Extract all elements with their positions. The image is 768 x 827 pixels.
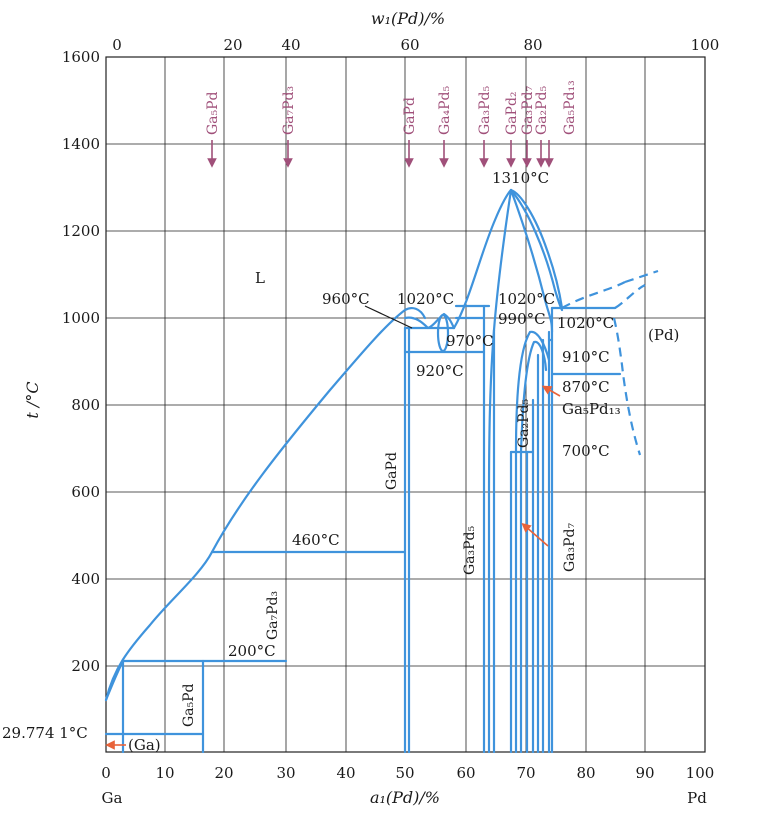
liquidus-ga-corner (104, 659, 125, 702)
label-liquid: L (255, 269, 265, 287)
label-990: 990°C (498, 310, 546, 328)
x-tick: 30 (276, 764, 295, 782)
y-tick: 1400 (62, 135, 100, 153)
label-200: 200°C (228, 642, 276, 660)
x-end-label-ga: Ga (102, 789, 123, 807)
label-ga3pd5-region: Ga₃Pd₅ (462, 525, 478, 575)
pd-solidus-dashed (614, 284, 646, 309)
marker-label-ga3pd5: Ga₃Pd₅ (477, 85, 493, 135)
x-tick: 10 (155, 764, 174, 782)
dome-left-boundary (487, 188, 513, 754)
pd-solvus-dashed (612, 317, 642, 456)
label-gapd-region: GaPd (384, 452, 400, 490)
inner-curve-2 (519, 340, 548, 454)
y-tick: 1200 (62, 222, 100, 240)
annotations: L 1310°C 960°C 1020°C 1020°C 990°C 1020°… (2, 169, 679, 754)
pd-liquidus-dashed (561, 281, 626, 309)
marker-label-ga5pd13: Ga₅Pd₁₃ (562, 80, 578, 135)
x-tick: 50 (395, 764, 414, 782)
label-pd-phase: (Pd) (648, 326, 679, 344)
arrow-ga3pd7 (521, 522, 549, 547)
label-1310: 1310°C (492, 169, 549, 187)
marker-label-ga5pd: Ga₅Pd (205, 91, 221, 135)
arrow-ga5pd13 (541, 385, 561, 397)
y-tick: 800 (71, 396, 100, 414)
bottom-axis: 0 10 20 30 40 50 60 70 80 90 100 Ga Pd a… (101, 764, 714, 807)
liquidus-left (104, 307, 427, 702)
label-700: 700°C (562, 442, 610, 460)
x-end-label-pd: Pd (687, 789, 707, 807)
marker-label-ga3pd7: Ga₃Pd₇ (520, 85, 536, 135)
y-tick: 1600 (62, 48, 100, 66)
dome-right-2 (509, 188, 564, 312)
x-tick: 80 (576, 764, 595, 782)
x-tick: 60 (456, 764, 475, 782)
label-960: 960°C (322, 290, 370, 308)
marker-label-ga7pd3: Ga₇Pd₃ (281, 86, 297, 135)
label-ga7pd3-region: Ga₇Pd₃ (265, 591, 281, 640)
x-tick: 90 (635, 764, 654, 782)
top-tick: 40 (281, 36, 300, 54)
marker-label-ga4pd5: Ga₄Pd₅ (437, 85, 453, 135)
label-ga3pd7-region: Ga₃Pd₇ (562, 522, 578, 572)
label-970: 970°C (446, 332, 494, 350)
leader-960 (364, 305, 413, 329)
liquidus-gapd (403, 312, 456, 330)
x-tick: 40 (336, 764, 355, 782)
y-tick: 600 (71, 483, 100, 501)
top-tick: 0 (112, 36, 122, 54)
top-tick: 100 (691, 36, 720, 54)
top-tick: 20 (223, 36, 242, 54)
x-tick: 70 (516, 764, 535, 782)
top-axis-label: w₁(Pd)/% (371, 9, 445, 28)
x-tick: 20 (214, 764, 233, 782)
top-tick: 60 (400, 36, 419, 54)
phase-lines (104, 188, 659, 754)
compound-markers: Ga₅Pd Ga₇Pd₃ GaPd Ga₄Pd₅ Ga₃Pd₅ GaPd₂ Ga… (205, 80, 578, 168)
label-ga5pd-region: Ga₅Pd (181, 683, 197, 727)
top-tick: 80 (523, 36, 542, 54)
y-tick: 400 (71, 570, 100, 588)
y-axis-label: t /°C (23, 381, 42, 418)
label-460: 460°C (292, 531, 340, 549)
marker-label-gapd: GaPd (402, 97, 418, 135)
label-1020-a: 1020°C (397, 290, 454, 308)
y-tick: 1000 (62, 309, 100, 327)
x-tick: 100 (686, 764, 715, 782)
label-ga-phase: (Ga) (128, 736, 161, 754)
orange-arrows (105, 305, 561, 750)
label-1020-c: 1020°C (557, 314, 614, 332)
label-ga5pd13: Ga₅Pd₁₃ (562, 400, 621, 418)
label-870: 870°C (562, 378, 610, 396)
ga4pd5-loop (436, 313, 450, 353)
x-tick: 0 (101, 764, 111, 782)
left-axis: 1600 1400 1200 1000 800 600 400 200 t /°… (23, 48, 100, 675)
top-axis: 0 20 40 60 80 100 w₁(Pd)/% (112, 9, 719, 54)
x-axis-label: a₁(Pd)/% (370, 788, 440, 807)
label-1020-b: 1020°C (498, 290, 555, 308)
y-tick: 200 (71, 657, 100, 675)
inner-curve-1 (514, 330, 551, 454)
pd-liquidus-dashed-2 (624, 269, 659, 284)
marker-label-gapd2: GaPd₂ (504, 91, 520, 135)
label-910: 910°C (562, 348, 610, 366)
label-920: 920°C (416, 362, 464, 380)
marker-label-ga2pd5: Ga₂Pd₅ (534, 85, 550, 135)
label-ga2pd5-region: Ga₂Pd₅ (516, 398, 532, 448)
label-29: 29.774 1°C (2, 724, 88, 742)
